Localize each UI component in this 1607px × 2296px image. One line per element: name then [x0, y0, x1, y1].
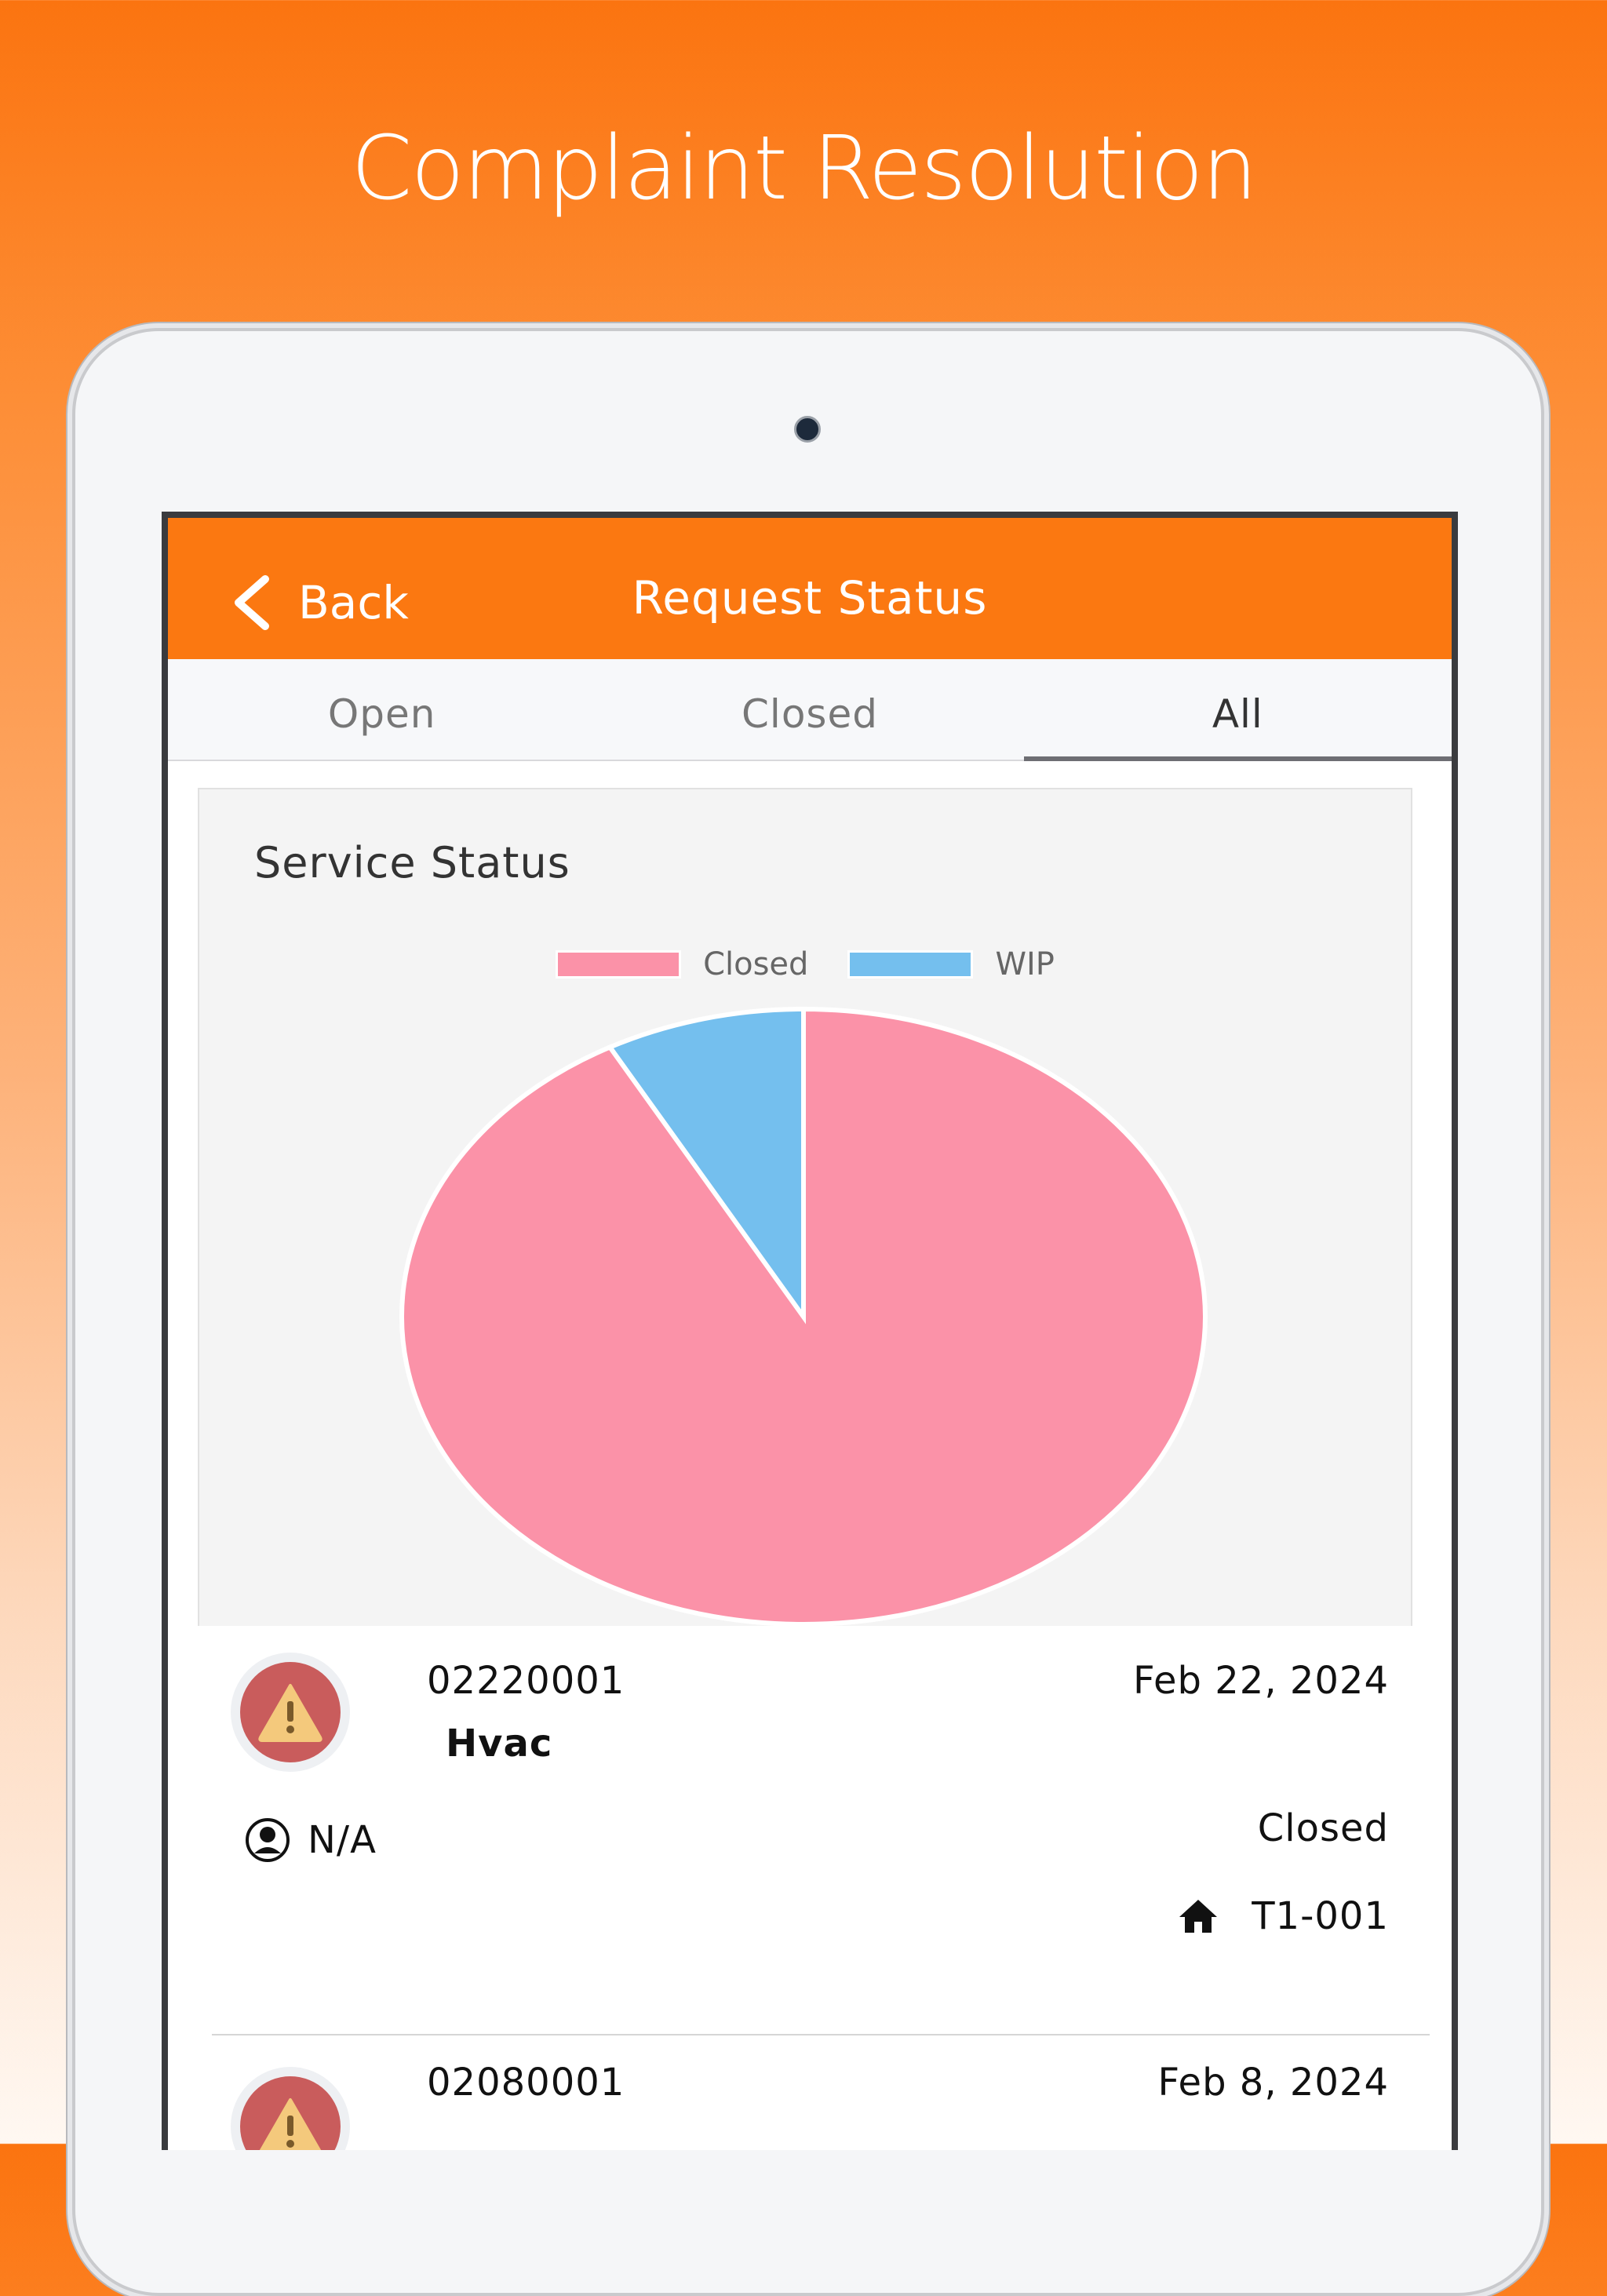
back-button[interactable]: Back: [231, 571, 409, 634]
tab-all[interactable]: All: [1023, 659, 1452, 761]
card-title: Service Status: [254, 838, 570, 887]
home-icon: [1179, 1900, 1218, 1933]
list-item[interactable]: 02080001 Feb 8, 2024: [168, 2032, 1452, 2150]
legend-swatch-closed: [556, 950, 682, 979]
chart-legend: Closed WIP: [199, 946, 1411, 982]
user-icon: [246, 1818, 290, 1862]
legend-label-closed: Closed: [703, 946, 809, 982]
request-id: 02220001: [427, 1659, 625, 1703]
warning-icon: [259, 2098, 322, 2150]
status-badge: Closed: [1257, 1806, 1389, 1850]
legend-label-wip: WIP: [995, 946, 1055, 982]
assignee-name: N/A: [308, 1818, 377, 1862]
headline: Complaint Resolution: [351, 118, 1258, 220]
service-status-card: Service Status Closed WIP: [198, 788, 1412, 1627]
status-tabs: Open Closed All: [168, 659, 1452, 761]
legend-item-closed[interactable]: Closed: [556, 946, 808, 982]
request-type: Hvac: [446, 1722, 553, 1766]
pie-chart: [399, 1006, 1208, 1627]
avatar-circle: [240, 2076, 341, 2150]
avatar: [231, 2067, 350, 2150]
list-item[interactable]: 02220001 Feb 22, 2024 Hvac N/A Closed T1…: [168, 1632, 1452, 2024]
request-date: Feb 8, 2024: [1157, 2061, 1389, 2105]
tab-closed[interactable]: Closed: [742, 691, 878, 737]
divider: [212, 2034, 1430, 2035]
avatar: [231, 1653, 350, 1772]
nav-bar: Back Request Status: [168, 518, 1452, 659]
avatar-circle: [240, 1662, 341, 1762]
unit-code: T1-001: [1252, 1894, 1389, 1938]
assignee: N/A: [245, 1817, 377, 1863]
request-date: Feb 22, 2024: [1133, 1659, 1389, 1703]
warning-icon: [258, 1684, 322, 1742]
chevron-left-icon: [235, 575, 269, 630]
request-id: 02080001: [427, 2061, 625, 2105]
app-screen: Back Request Status Open Closed All Serv…: [162, 512, 1458, 2150]
pie-slice-wip[interactable]: [606, 1006, 806, 1325]
back-label: Back: [298, 576, 409, 629]
legend-item-wip[interactable]: WIP: [847, 946, 1055, 982]
tab-open[interactable]: Open: [327, 691, 436, 737]
camera-dot: [794, 416, 821, 443]
legend-swatch-wip: [847, 950, 974, 979]
unit-info: T1-001: [1178, 1894, 1389, 1938]
page-title: Request Status: [632, 571, 988, 625]
